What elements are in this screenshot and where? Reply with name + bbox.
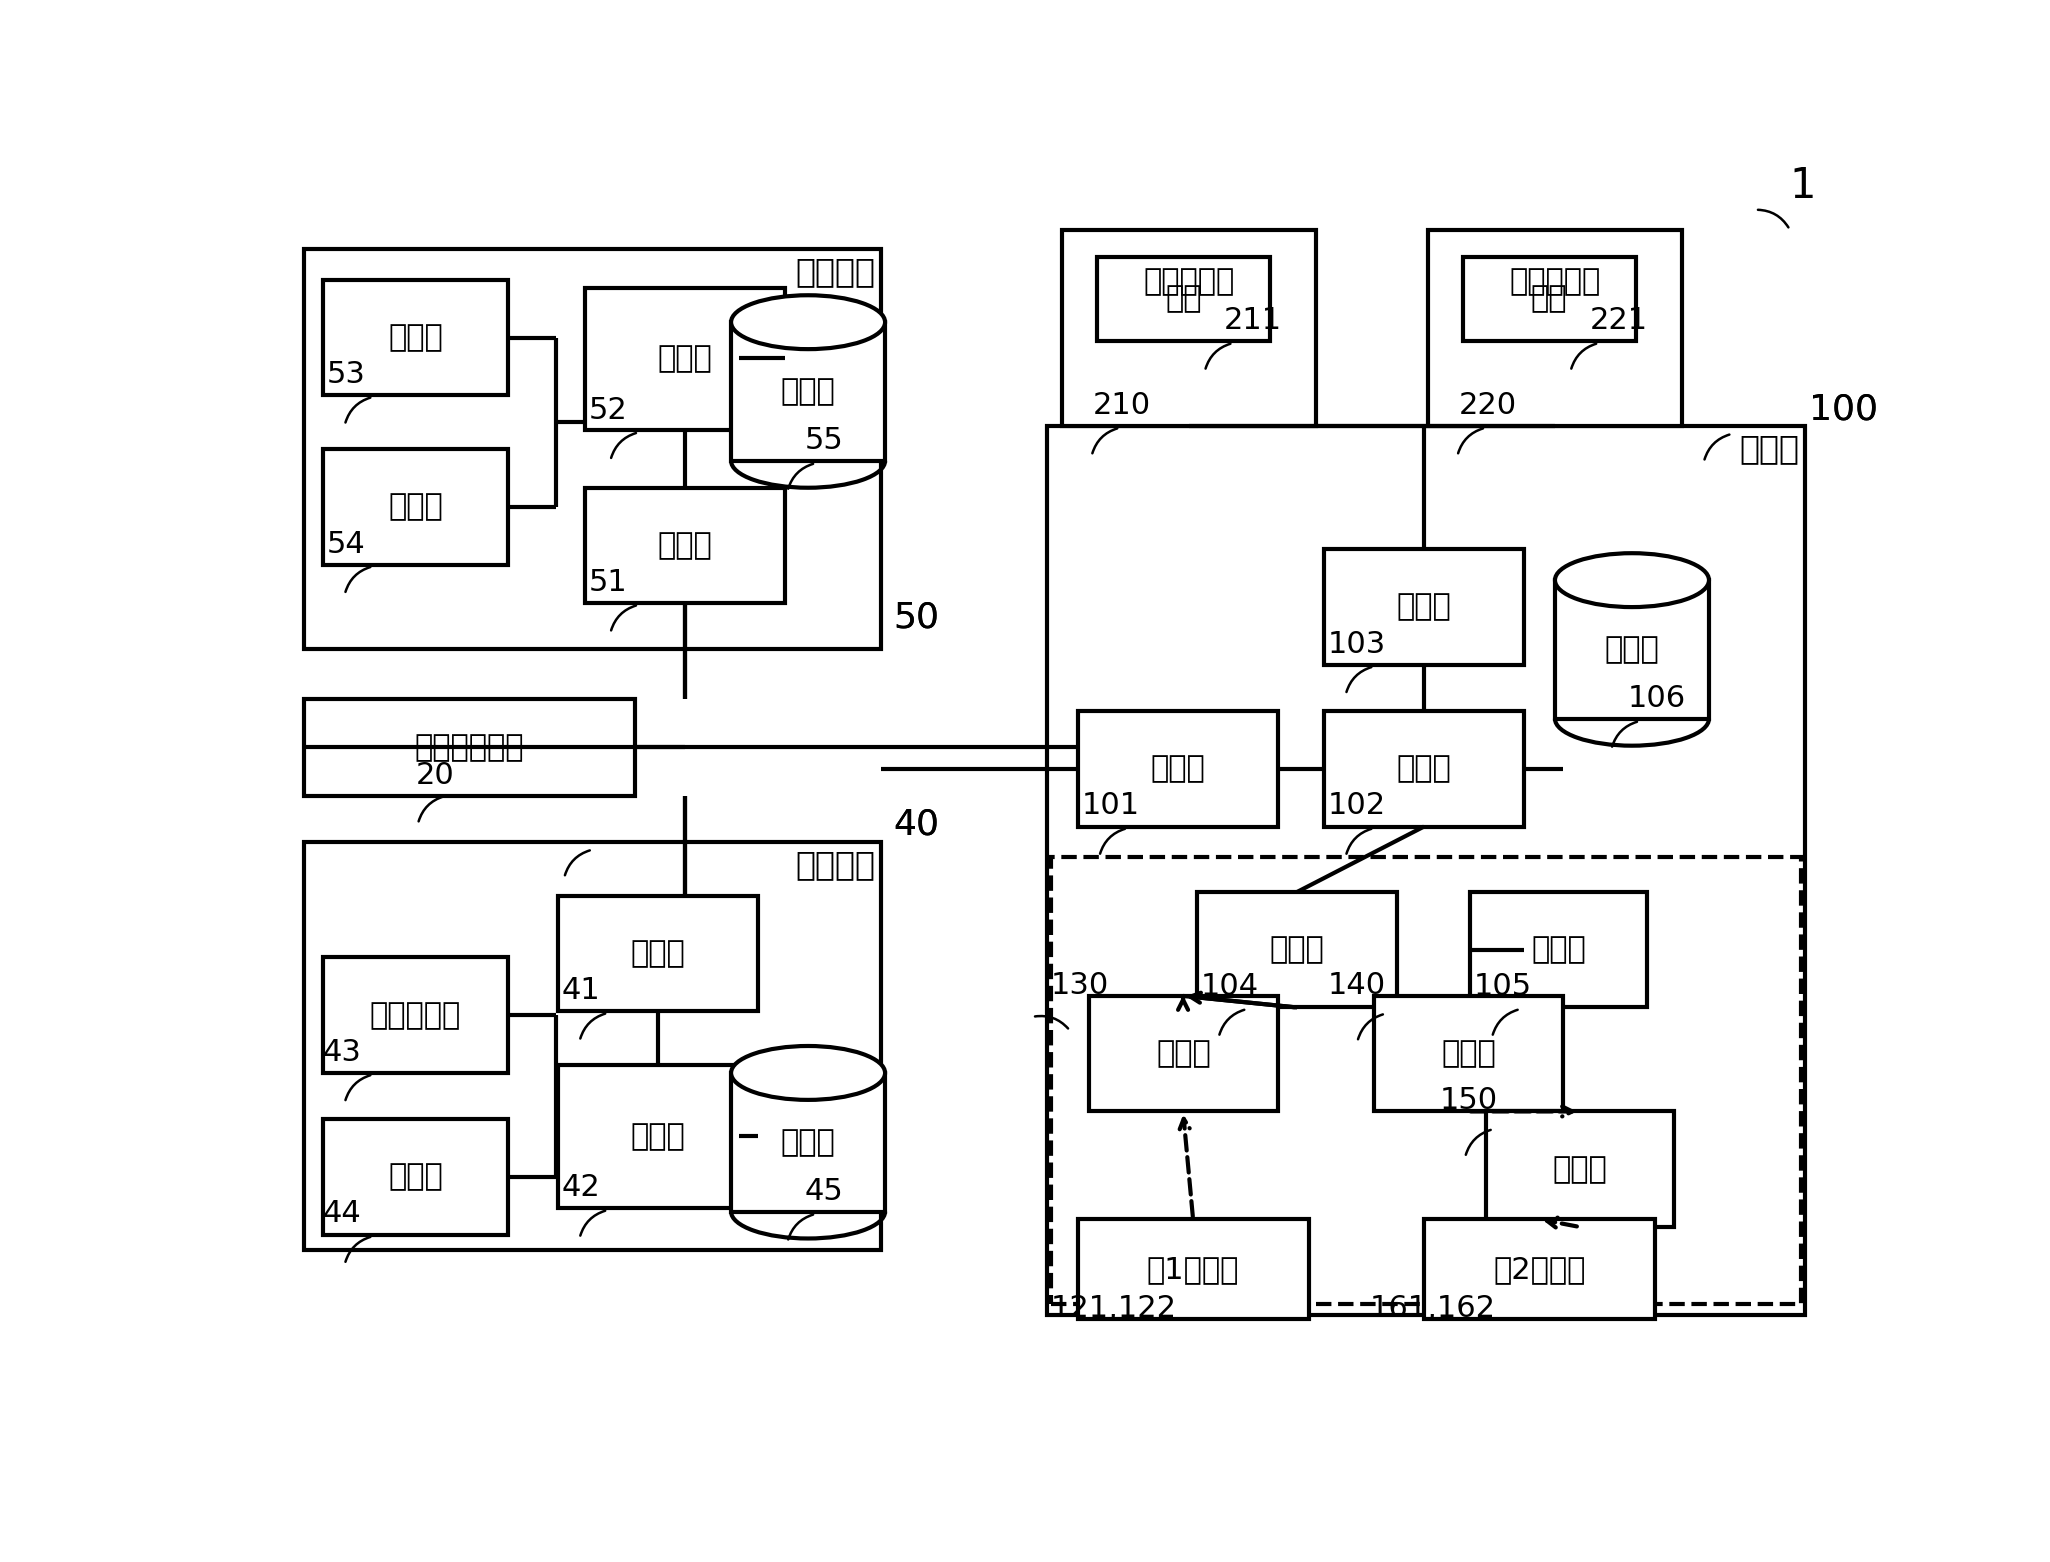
Text: 显示部: 显示部 <box>387 492 443 522</box>
Text: 161,162: 161,162 <box>1369 1295 1496 1323</box>
Ellipse shape <box>732 1047 886 1100</box>
Text: 通信部: 通信部 <box>631 939 685 968</box>
Bar <box>303 248 882 650</box>
Bar <box>1429 230 1681 426</box>
Text: 部件收纳器: 部件收纳器 <box>1144 267 1234 295</box>
Text: 44: 44 <box>324 1200 361 1228</box>
Bar <box>558 897 758 1011</box>
Bar <box>1324 550 1525 665</box>
Text: 载置部: 载置部 <box>1552 1154 1607 1184</box>
Bar <box>1556 580 1710 719</box>
Text: 标签: 标签 <box>1164 284 1201 314</box>
Text: 40: 40 <box>894 808 939 842</box>
Text: 管理装置: 管理装置 <box>795 255 875 289</box>
Text: 供给部: 供给部 <box>1156 1039 1212 1068</box>
Bar <box>1470 892 1648 1007</box>
Text: 控制部: 控制部 <box>1396 754 1451 783</box>
Bar <box>732 1073 886 1212</box>
Text: 45: 45 <box>804 1178 843 1206</box>
Text: 51: 51 <box>588 569 627 597</box>
Text: 移动部: 移动部 <box>1269 936 1324 964</box>
Bar <box>324 450 508 565</box>
Bar <box>1089 997 1277 1112</box>
Text: 供给装置: 供给装置 <box>795 848 875 881</box>
Text: 存储部: 存储部 <box>781 376 836 406</box>
Text: 211: 211 <box>1224 306 1281 336</box>
Bar <box>584 487 785 603</box>
Bar <box>324 958 508 1073</box>
Text: 告知部: 告知部 <box>1531 936 1587 964</box>
Text: 102: 102 <box>1328 792 1386 820</box>
Bar <box>1078 711 1277 826</box>
Ellipse shape <box>732 295 886 350</box>
Text: 100: 100 <box>1808 392 1878 426</box>
Bar <box>1048 426 1806 1315</box>
Text: 50: 50 <box>894 600 939 634</box>
Text: 130: 130 <box>1050 972 1109 1000</box>
Text: 220: 220 <box>1460 390 1517 420</box>
Bar <box>1486 1112 1675 1226</box>
Bar <box>1062 230 1316 426</box>
Text: 第2保管部: 第2保管部 <box>1492 1254 1587 1284</box>
Text: 43: 43 <box>324 1037 363 1067</box>
Text: 41: 41 <box>562 976 601 1006</box>
Text: 221: 221 <box>1589 306 1648 336</box>
Text: 52: 52 <box>588 395 627 425</box>
Text: 140: 140 <box>1328 972 1386 1000</box>
Bar <box>303 700 636 795</box>
Text: 输入部: 输入部 <box>387 323 443 351</box>
Text: 通信部: 通信部 <box>1150 754 1205 783</box>
Text: 54: 54 <box>326 530 365 559</box>
Text: 210: 210 <box>1093 390 1152 420</box>
Text: 部件安装装置: 部件安装装置 <box>414 733 525 762</box>
Text: 40: 40 <box>894 808 939 842</box>
Text: 标签: 标签 <box>1531 284 1568 314</box>
Bar <box>584 287 785 430</box>
Bar <box>1374 997 1562 1112</box>
Bar <box>1050 858 1802 1304</box>
Text: 53: 53 <box>326 361 365 389</box>
Text: 读取部: 读取部 <box>1396 592 1451 622</box>
Text: 控制部: 控制部 <box>658 344 711 373</box>
Text: 通信部: 通信部 <box>658 531 711 561</box>
Text: 存储部: 存储部 <box>1605 634 1658 664</box>
Text: 存储部: 存储部 <box>781 1128 836 1157</box>
Text: 部件保持部: 部件保持部 <box>369 1001 461 1029</box>
Text: 回收部: 回收部 <box>1441 1039 1496 1068</box>
Bar <box>303 842 882 1250</box>
Text: 150: 150 <box>1439 1086 1499 1115</box>
Text: 103: 103 <box>1328 629 1386 659</box>
Text: 1: 1 <box>1790 164 1816 206</box>
Text: 20: 20 <box>416 761 455 789</box>
Bar <box>324 280 508 395</box>
Text: 101: 101 <box>1082 792 1140 820</box>
Text: 供给架: 供给架 <box>1738 433 1800 465</box>
Bar <box>1462 256 1636 342</box>
Text: 106: 106 <box>1628 684 1687 714</box>
Text: 100: 100 <box>1808 392 1878 426</box>
Text: 第1保管部: 第1保管部 <box>1146 1254 1240 1284</box>
Bar <box>1425 1220 1654 1320</box>
Text: 控制部: 控制部 <box>631 1122 685 1151</box>
Bar <box>558 1065 758 1207</box>
Text: 104: 104 <box>1201 972 1259 1001</box>
Bar <box>1197 892 1398 1007</box>
Bar <box>324 1118 508 1234</box>
Bar <box>1078 1220 1308 1320</box>
Text: 55: 55 <box>804 426 843 456</box>
Text: 部件收纳器: 部件收纳器 <box>1509 267 1601 295</box>
Bar <box>1324 711 1525 826</box>
Text: 105: 105 <box>1474 972 1531 1001</box>
Text: 42: 42 <box>562 1173 601 1203</box>
Text: 121,122: 121,122 <box>1050 1295 1177 1323</box>
Ellipse shape <box>1556 553 1710 608</box>
Bar <box>1097 256 1271 342</box>
Bar <box>732 322 886 461</box>
Text: 供给部: 供给部 <box>387 1162 443 1192</box>
Text: 50: 50 <box>894 600 939 634</box>
